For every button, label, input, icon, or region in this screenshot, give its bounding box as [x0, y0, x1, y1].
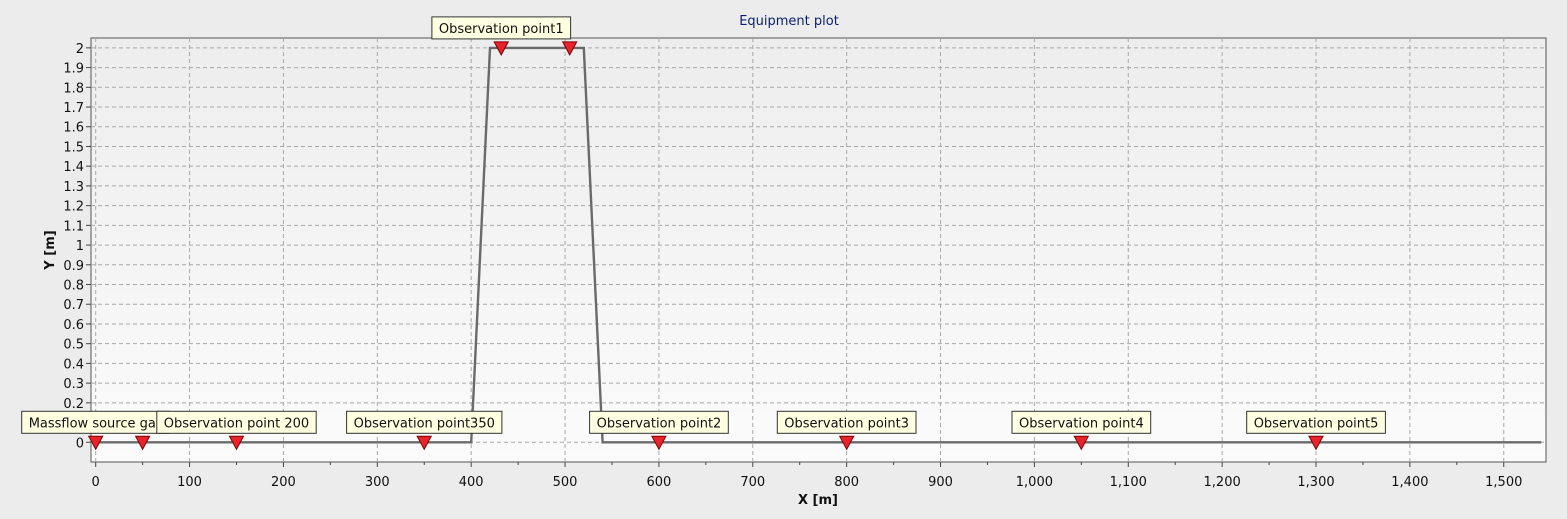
- y-tick-label: 1.8: [63, 81, 84, 96]
- y-tick-label: 0.2: [63, 397, 84, 412]
- x-tick-label: 800: [834, 475, 859, 490]
- observation-label[interactable]: Observation point5: [1246, 410, 1386, 434]
- x-tick-label: 700: [740, 475, 765, 490]
- observation-label-box: [156, 410, 317, 434]
- chart-title: Equipment plot: [739, 14, 839, 29]
- observation-label-text: Observation point5: [1254, 416, 1379, 431]
- observation-label-box: [1011, 410, 1152, 434]
- x-tick-label: 100: [177, 475, 202, 490]
- observation-marker[interactable]: [134, 435, 151, 451]
- observation-label-text: Observation point1: [439, 22, 564, 37]
- x-tick-label: 1,100: [1110, 475, 1147, 490]
- y-tick-label: 1.7: [63, 101, 84, 116]
- observation-label[interactable]: Observation point3: [776, 410, 917, 434]
- plot-area: [90, 37, 1547, 463]
- x-tick-label: 1,200: [1204, 475, 1241, 490]
- observation-marker[interactable]: [416, 435, 433, 451]
- y-tick-label: 0.7: [63, 298, 84, 313]
- series-layer: [95, 46, 1542, 444]
- x-axis-title: X [m]: [798, 493, 838, 508]
- observation-marker[interactable]: [87, 435, 104, 451]
- y-tick-label: 1.3: [63, 180, 84, 195]
- y-tick-label: 1: [76, 239, 84, 254]
- y-tick-label: 2: [76, 42, 84, 57]
- x-tick-label: 600: [647, 475, 672, 490]
- observation-label-text: Observation point350: [354, 416, 495, 431]
- observation-label[interactable]: Observation point350: [346, 410, 503, 434]
- y-tick-label: 1.6: [63, 121, 84, 136]
- x-tick-label: 0: [92, 475, 100, 490]
- y-tick-label: 1.9: [63, 62, 84, 77]
- y-tick-label: 0.4: [63, 357, 84, 372]
- observation-label[interactable]: Observation point4: [1011, 410, 1152, 434]
- x-tick-label: 400: [459, 475, 484, 490]
- y-tick-label: 0.6: [63, 318, 84, 333]
- y-tick-label: 0: [76, 436, 84, 451]
- observation-marker[interactable]: [651, 435, 667, 451]
- observation-label[interactable]: Massflow source gas: [21, 410, 171, 434]
- axis-ticks: 0 100 200 300 400 500 600 700 800 900 1,000 1,100 1,…: [63, 42, 1522, 490]
- observation-label-text: Observation point4: [1019, 416, 1144, 431]
- y-tick-label: 1.2: [63, 200, 84, 215]
- observation-label-text: Observation point3: [784, 416, 909, 431]
- observation-label-text: Observation point 200: [164, 416, 309, 431]
- x-tick-label: 500: [553, 475, 578, 490]
- equipment-profile-line: [95, 46, 1542, 444]
- observation-marker[interactable]: [228, 435, 245, 451]
- observation-label-box: [589, 410, 729, 434]
- observation-label-box: [776, 410, 917, 434]
- observation-labels: Massflow source gas Observation point 200…: [21, 16, 1386, 434]
- x-tick-label: 300: [365, 475, 390, 490]
- observation-label-text: Massflow source gas: [29, 416, 163, 431]
- y-axis-title: Y [m]: [43, 230, 58, 270]
- observation-markers: [87, 41, 1324, 451]
- x-tick-label: 900: [928, 475, 953, 490]
- observation-marker[interactable]: [1073, 435, 1090, 451]
- x-tick-label: 1,300: [1297, 475, 1334, 490]
- observation-marker[interactable]: [493, 41, 510, 56]
- observation-label[interactable]: Observation point 200: [156, 410, 317, 434]
- observation-label[interactable]: Observation point2: [589, 410, 729, 434]
- observation-marker[interactable]: [561, 41, 578, 56]
- y-tick-label: 0.3: [63, 377, 84, 392]
- y-tick-label: 1.1: [63, 219, 84, 234]
- x-tick-label: 1,400: [1391, 475, 1428, 490]
- y-tick-label: 0.5: [63, 338, 84, 353]
- observation-label-box: [431, 16, 572, 40]
- y-tick-label: 0.9: [63, 259, 84, 274]
- x-tick-label: 1,500: [1485, 475, 1522, 490]
- y-tick-label: 1.4: [63, 160, 84, 175]
- y-tick-label: 0.8: [63, 279, 84, 294]
- x-tick-label: 200: [271, 475, 296, 490]
- observation-label[interactable]: Observation point1: [431, 16, 572, 40]
- x-tick-label: 1,000: [1016, 475, 1053, 490]
- observation-label-box: [346, 410, 503, 434]
- observation-label-text: Observation point2: [597, 416, 722, 431]
- grid-lines: [91, 38, 1546, 462]
- observation-marker[interactable]: [838, 435, 855, 451]
- observation-marker[interactable]: [1308, 435, 1324, 451]
- y-tick-label: 1.5: [63, 140, 84, 155]
- observation-label-box: [1246, 410, 1386, 434]
